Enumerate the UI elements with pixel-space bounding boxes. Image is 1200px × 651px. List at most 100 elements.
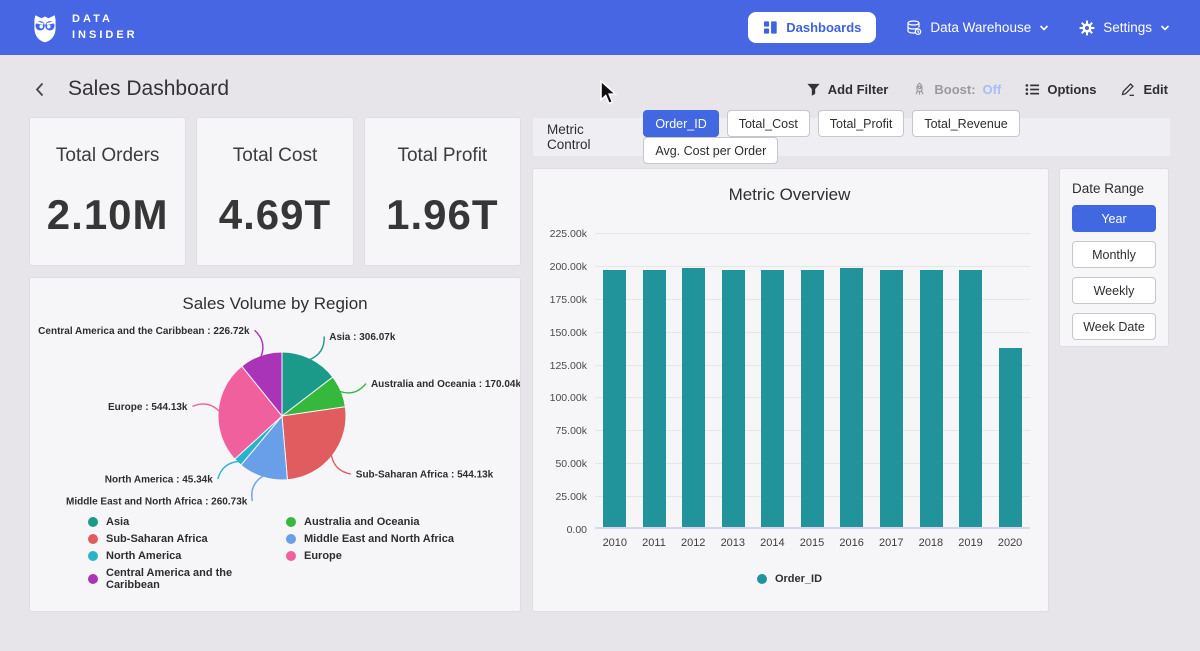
bar-2017[interactable] bbox=[880, 270, 903, 527]
kpi-card-total-orders: Total Orders 2.10M bbox=[30, 118, 185, 265]
brand: DATA INSIDER bbox=[30, 12, 138, 44]
bar-chart-legend: Order_ID bbox=[545, 573, 1034, 585]
bar-2012[interactable] bbox=[682, 268, 705, 527]
settings-menu[interactable]: Settings bbox=[1079, 20, 1170, 36]
date-range-button-weekly[interactable]: Weekly bbox=[1072, 277, 1156, 304]
pie-legend: AsiaSub-Saharan AfricaNorth AmericaCentr… bbox=[30, 516, 520, 591]
pie-label-europe: Europe : 544.13k bbox=[108, 402, 188, 413]
y-tick-label: 25.00k bbox=[545, 491, 587, 503]
y-tick-label: 50.00k bbox=[545, 458, 587, 470]
legend-label: Europe bbox=[304, 550, 342, 562]
data-warehouse-label: Data Warehouse bbox=[930, 20, 1031, 35]
y-tick-label: 175.00k bbox=[545, 294, 587, 306]
x-axis-label-2014: 2014 bbox=[760, 537, 784, 549]
metric-control-label: Metric Control bbox=[547, 122, 629, 152]
boost-value: Off bbox=[983, 82, 1002, 97]
boost-toggle[interactable]: Boost: Off bbox=[912, 82, 1001, 97]
legend-dot bbox=[286, 551, 296, 561]
x-axis-label-2012: 2012 bbox=[681, 537, 705, 549]
filter-funnel-icon bbox=[806, 82, 821, 97]
bar-2015[interactable] bbox=[801, 270, 824, 527]
date-range-button-week-date[interactable]: Week Date bbox=[1072, 313, 1156, 340]
x-axis-label-2018: 2018 bbox=[919, 537, 943, 549]
legend-dot bbox=[757, 574, 767, 584]
kpi-value: 4.69T bbox=[219, 191, 331, 239]
bar-2019[interactable] bbox=[959, 270, 982, 527]
kpi-label: Total Cost bbox=[233, 145, 317, 167]
bar-2010[interactable] bbox=[603, 270, 626, 527]
metric-button-order-id[interactable]: Order_ID bbox=[643, 110, 718, 137]
date-range-button-year[interactable]: Year bbox=[1072, 205, 1156, 232]
metric-control-bar: Metric Control Order_IDTotal_CostTotal_P… bbox=[533, 118, 1170, 156]
metric-button-total-profit[interactable]: Total_Profit bbox=[818, 110, 905, 137]
legend-column: Australia and Oceania Middle East and Nor… bbox=[286, 516, 454, 591]
date-range-panel: Date Range Year Monthly Weekly Week Date bbox=[1060, 169, 1168, 346]
bar-chart-panel: Metric Overview 225.00k200.00k175.00k150… bbox=[533, 169, 1048, 611]
kpi-label: Total Profit bbox=[397, 145, 487, 167]
owl-logo-icon bbox=[30, 12, 60, 44]
kpi-label: Total Orders bbox=[56, 145, 159, 167]
bar-chart-plot: 225.00k200.00k175.00k150.00k125.00k100.0… bbox=[595, 233, 1030, 529]
legend-item-sub-saharan-africa: Sub-Saharan Africa bbox=[88, 533, 286, 545]
x-axis-label-2017: 2017 bbox=[879, 537, 903, 549]
kpi-card-total-profit: Total Profit 1.96T bbox=[365, 118, 520, 265]
back-button[interactable] bbox=[30, 79, 50, 100]
x-axis-label-2015: 2015 bbox=[800, 537, 824, 549]
pie-label-asia: Asia : 306.07k bbox=[329, 332, 396, 343]
legend-label: North America bbox=[106, 550, 181, 562]
legend-item-central-america-and-the-caribbean: Central America and the Caribbean bbox=[88, 567, 286, 591]
bars-container bbox=[595, 233, 1030, 527]
pie-label-line bbox=[340, 384, 366, 393]
y-tick-label: 0.00 bbox=[545, 524, 587, 536]
bar-chart-x-axis: 2010201120122013201420152016201720182019… bbox=[595, 537, 1030, 549]
bar-2018[interactable] bbox=[920, 270, 943, 527]
legend-dot bbox=[286, 517, 296, 527]
options-button[interactable]: Options bbox=[1025, 82, 1096, 97]
edit-label: Edit bbox=[1143, 82, 1168, 97]
kpi-value: 2.10M bbox=[47, 191, 169, 239]
x-axis-label-2020: 2020 bbox=[998, 537, 1022, 549]
bar-2014[interactable] bbox=[761, 270, 784, 527]
bar-2011[interactable] bbox=[643, 270, 666, 527]
data-warehouse-menu[interactable]: Data Warehouse bbox=[906, 20, 1049, 36]
page-title: Sales Dashboard bbox=[68, 77, 229, 101]
kpi-card-total-cost: Total Cost 4.69T bbox=[197, 118, 352, 265]
metric-buttons: Order_ID Total_Cost Total_Profit Total_Reve… bbox=[643, 110, 1160, 164]
settings-label: Settings bbox=[1103, 20, 1152, 35]
brand-line2: INSIDER bbox=[72, 28, 138, 44]
kpi-value: 1.96T bbox=[386, 191, 498, 239]
bar-2013[interactable] bbox=[722, 270, 745, 527]
dashboards-button[interactable]: Dashboards bbox=[748, 12, 876, 43]
y-tick-label: 75.00k bbox=[545, 425, 587, 437]
x-axis-label-2011: 2011 bbox=[642, 537, 666, 549]
chevron-left-icon bbox=[32, 81, 48, 98]
legend-label: Sub-Saharan Africa bbox=[106, 533, 208, 545]
legend-label: Middle East and North Africa bbox=[304, 533, 454, 545]
pie-chart-title: Sales Volume by Region bbox=[30, 294, 520, 314]
bar-2016[interactable] bbox=[840, 268, 863, 527]
metric-button-avg-cost-per-order[interactable]: Avg. Cost per Order bbox=[643, 137, 778, 164]
y-tick-label: 225.00k bbox=[545, 228, 587, 240]
bar-2020[interactable] bbox=[999, 348, 1022, 527]
legend-item-australia-and-oceania: Australia and Oceania bbox=[286, 516, 454, 528]
metric-button-total-revenue[interactable]: Total_Revenue bbox=[912, 110, 1019, 137]
chevron-down-icon bbox=[1039, 24, 1049, 32]
pie-label-central-america-and-the-caribbean: Central America and the Caribbean : 226.… bbox=[38, 326, 250, 337]
brand-text: DATA INSIDER bbox=[72, 12, 138, 44]
date-range-button-monthly[interactable]: Monthly bbox=[1072, 241, 1156, 268]
pie-slice-sub-saharan-africa[interactable] bbox=[282, 407, 346, 480]
dashboards-label: Dashboards bbox=[786, 20, 861, 35]
legend-item-middle-east-and-north-africa: Middle East and North Africa bbox=[286, 533, 454, 545]
chevron-down-icon bbox=[1160, 24, 1170, 32]
pie-label-line bbox=[331, 455, 350, 474]
date-range-label: Date Range bbox=[1072, 181, 1156, 196]
options-label: Options bbox=[1047, 82, 1096, 97]
x-axis-label-2010: 2010 bbox=[603, 537, 627, 549]
y-tick-label: 125.00k bbox=[545, 360, 587, 372]
metric-button-total-cost[interactable]: Total_Cost bbox=[727, 110, 810, 137]
edit-button[interactable]: Edit bbox=[1120, 81, 1168, 97]
x-axis-label-2019: 2019 bbox=[958, 537, 982, 549]
add-filter-button[interactable]: Add Filter bbox=[806, 82, 889, 97]
dashboard-content: Total Orders 2.10M Total Cost 4.69T Total Pr… bbox=[0, 118, 1200, 611]
dashboard-grid-icon bbox=[763, 20, 778, 35]
